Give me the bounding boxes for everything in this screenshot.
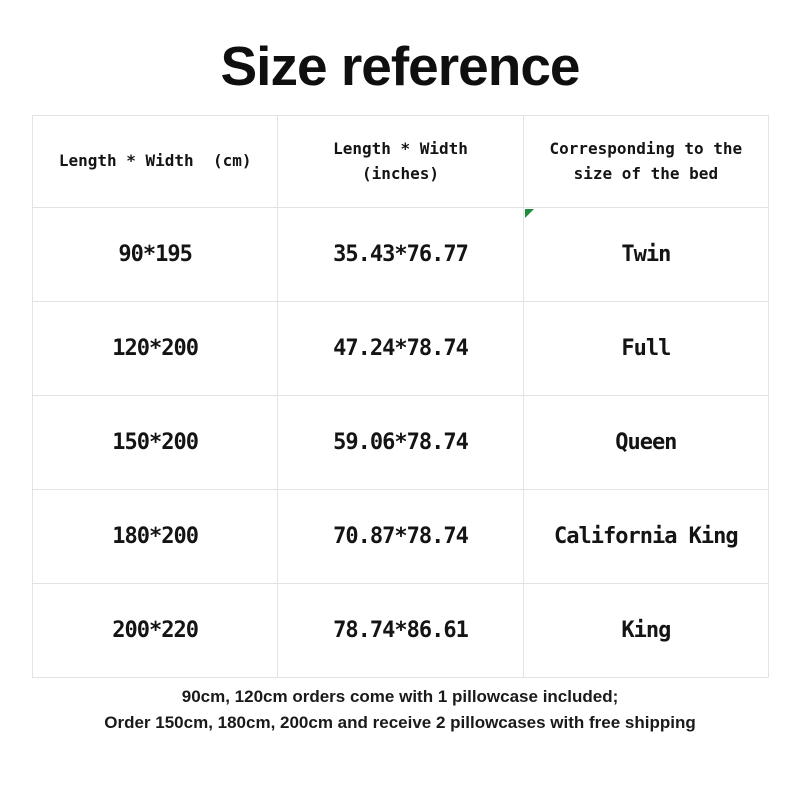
table-row: 90*195 35.43*76.77 Twin [31, 207, 770, 302]
cell-size-cm: 180*200 [31, 489, 279, 584]
cell-bed-size: California King [522, 489, 770, 584]
column-header-cm: Length * Width (cm) [31, 115, 279, 208]
pillowcase-note-line1: 90cm, 120cm orders come with 1 pillowcas… [181, 687, 619, 706]
pillowcase-note: 90cm, 120cm orders come with 1 pillowcas… [0, 684, 800, 736]
cell-size-inches: 59.06*78.74 [277, 395, 524, 490]
cell-bed-size: Twin [522, 207, 770, 302]
cell-bed-size: Queen [522, 395, 770, 490]
cell-bed-size: Full [522, 301, 770, 396]
cell-size-cm: 90*195 [31, 207, 279, 302]
green-corner-flag-icon [524, 209, 534, 218]
cell-bed-size-label: Twin [621, 242, 671, 267]
table-row: 180*200 70.87*78.74 California King [31, 489, 770, 584]
size-reference-table: Length * Width (cm) Length * Width (inch… [31, 115, 770, 678]
page-title: Size reference [220, 35, 581, 97]
cell-size-inches: 47.24*78.74 [277, 301, 524, 396]
table-header-row: Length * Width (cm) Length * Width (inch… [31, 115, 770, 208]
cell-size-inches: 78.74*86.61 [277, 583, 524, 678]
cell-size-inches: 35.43*76.77 [277, 207, 524, 302]
cell-bed-size: King [522, 583, 770, 678]
column-header-inches: Length * Width (inches) [277, 115, 524, 208]
cell-size-cm: 150*200 [31, 395, 279, 490]
cell-size-cm: 200*220 [31, 583, 279, 678]
pillowcase-note-line2: Order 150cm, 180cm, 200cm and receive 2 … [104, 713, 696, 732]
column-header-bed-size: Corresponding to the size of the bed [522, 115, 770, 208]
table-row: 120*200 47.24*78.74 Full [31, 301, 770, 396]
cell-size-inches: 70.87*78.74 [277, 489, 524, 584]
cell-size-cm: 120*200 [31, 301, 279, 396]
table-row: 200*220 78.74*86.61 King [31, 583, 770, 678]
table-row: 150*200 59.06*78.74 Queen [31, 395, 770, 490]
